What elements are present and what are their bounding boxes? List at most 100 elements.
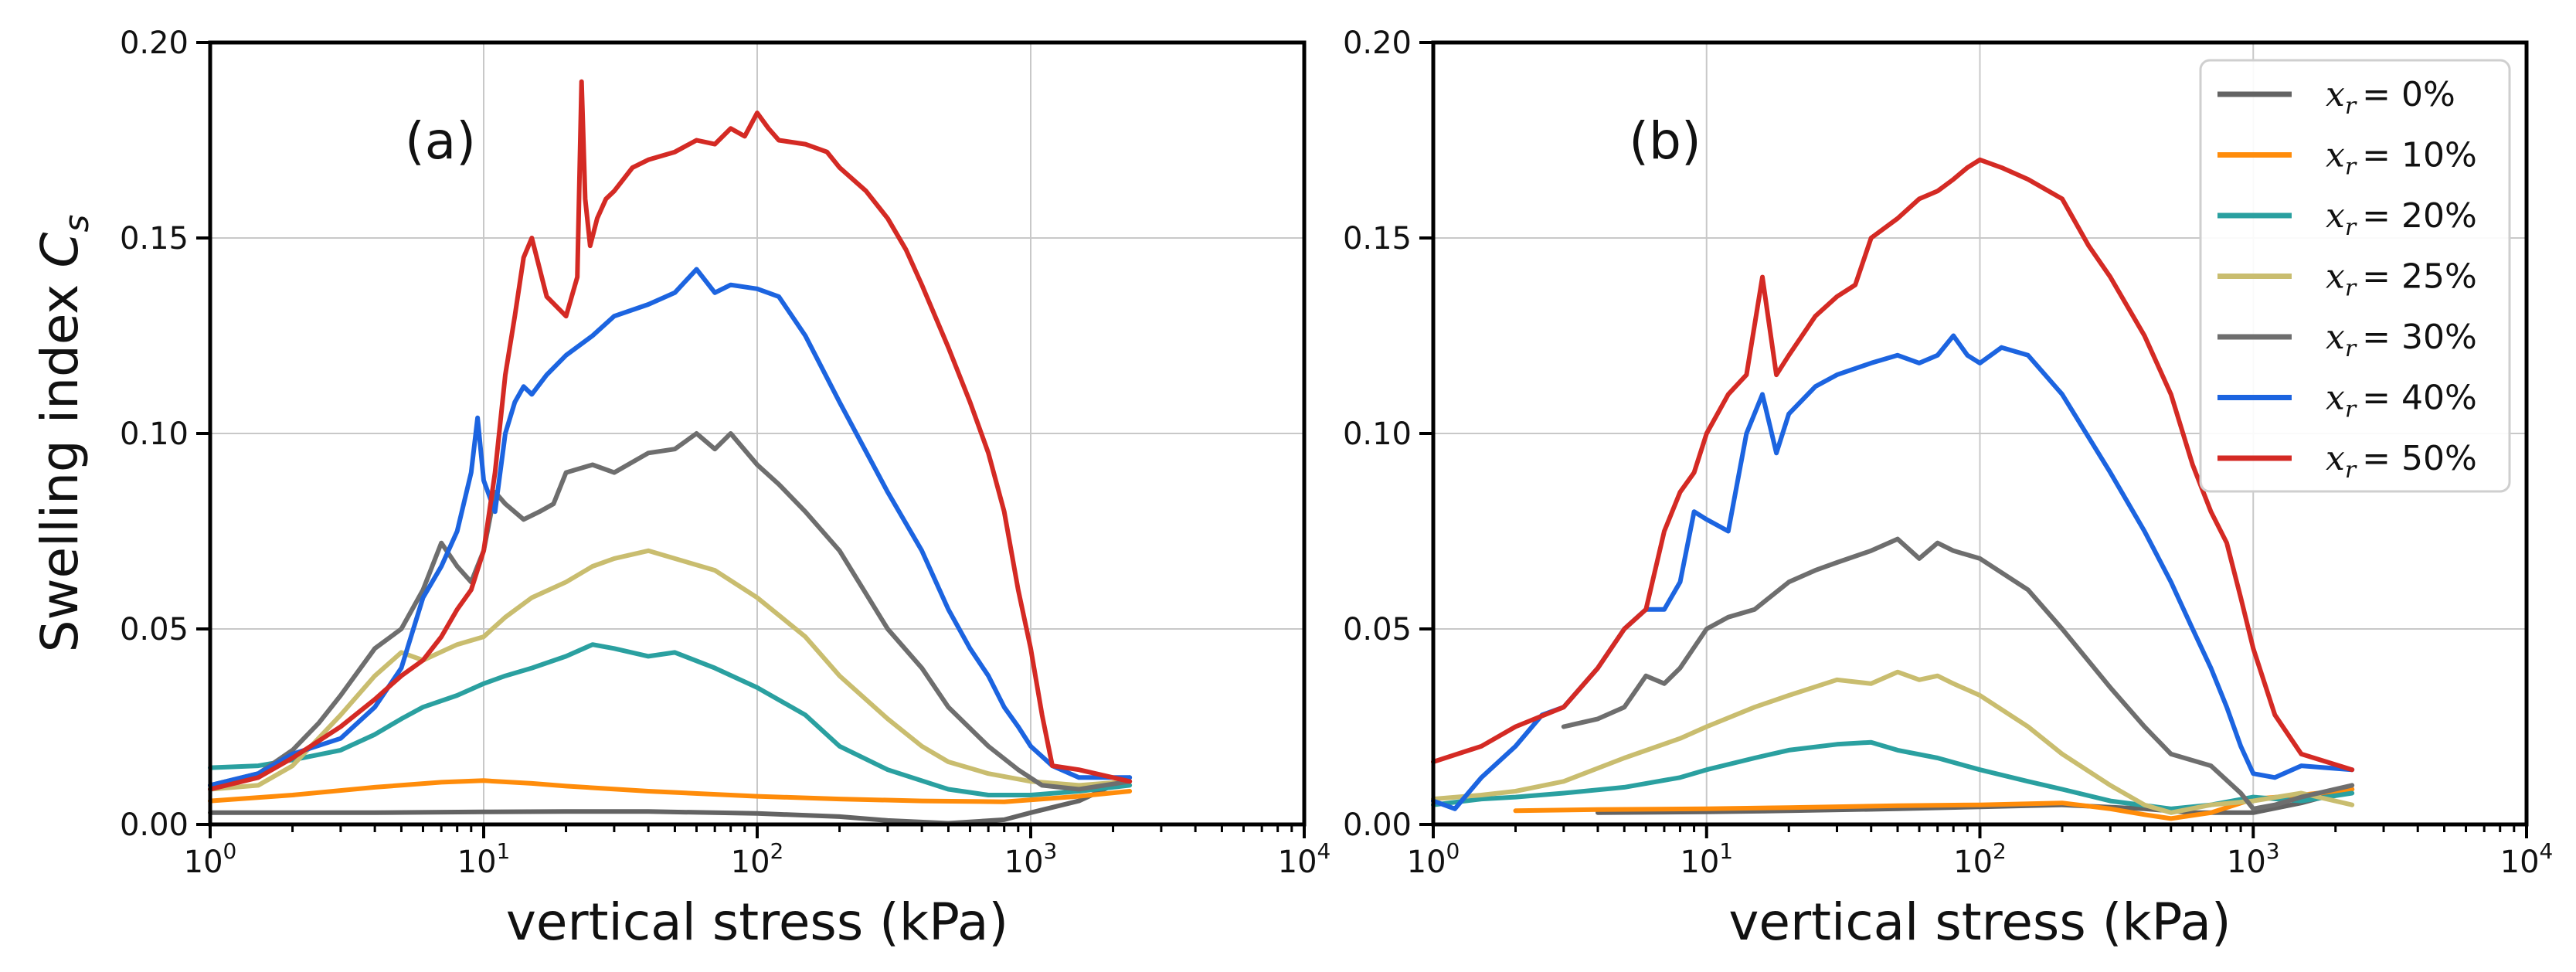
series-line-4 <box>1561 536 2355 811</box>
y-tick-label: 0.10 <box>1343 416 1412 452</box>
x-tick-exponent: 2 <box>1993 838 2007 864</box>
y-tick-label: 0.05 <box>120 612 189 647</box>
legend-item: xr = 25% <box>2217 257 2477 302</box>
legend-label: xr = 10% <box>2326 136 2477 181</box>
legend-label: xr = 50% <box>2326 439 2477 484</box>
x-tick-base: 10 <box>2500 845 2540 880</box>
legend-label: xr = 40% <box>2326 379 2477 423</box>
panel-label: (b) <box>1629 111 1701 171</box>
x-tick-base: 10 <box>1407 845 1446 880</box>
legend-symbol: x <box>2326 257 2345 297</box>
x-tick-label: 102 <box>731 838 784 880</box>
x-tick-label: 100 <box>184 838 237 880</box>
legend-box <box>2199 59 2511 493</box>
x-tick-base: 10 <box>457 845 497 880</box>
x-tick-base: 10 <box>1004 845 1044 880</box>
legend-subscript: r <box>2345 214 2357 241</box>
legend-item: xr = 30% <box>2217 318 2477 362</box>
series-line-2 <box>1431 739 2355 811</box>
x-tick-base: 10 <box>1278 845 1317 880</box>
y-tick-label: 0.00 <box>1343 807 1412 843</box>
series-group <box>1431 157 2355 821</box>
legend-symbol: x <box>2326 318 2345 357</box>
series-line-5 <box>208 267 1133 788</box>
series-line-6 <box>1431 157 2355 773</box>
x-tick-exponent: 2 <box>770 838 784 864</box>
x-tick-exponent: 4 <box>2540 838 2554 864</box>
y-axis-label-symbol: C <box>30 233 90 268</box>
x-tick-label: 101 <box>457 838 511 880</box>
legend-value: = 20% <box>2362 196 2477 236</box>
x-tick-label: 104 <box>2500 838 2554 880</box>
y-tick-label: 0.20 <box>1343 25 1412 61</box>
legend-label: xr = 0% <box>2326 75 2455 120</box>
legend-item: xr = 20% <box>2217 196 2477 241</box>
legend-symbol: x <box>2326 439 2345 478</box>
series-line-4 <box>208 431 1133 792</box>
series-line-3 <box>1431 669 2355 815</box>
x-tick-exponent: 4 <box>1317 838 1331 864</box>
x-tick-label: 102 <box>1953 838 2007 880</box>
x-tick-exponent: 1 <box>497 838 511 864</box>
y-tick-label: 0.20 <box>120 25 189 61</box>
x-tick-exponent: 0 <box>1446 838 1460 864</box>
x-tick-label: 104 <box>1278 838 1331 880</box>
x-axis-label: vertical stress (kPa) <box>506 892 1008 952</box>
x-tick-label: 100 <box>1407 838 1460 880</box>
legend-item: xr = 40% <box>2217 379 2477 423</box>
legend-item: xr = 50% <box>2217 439 2477 484</box>
legend-subscript: r <box>2345 154 2357 181</box>
x-tick-exponent: 3 <box>1044 838 1058 864</box>
series-line-6 <box>208 79 1133 792</box>
legend-value: = 25% <box>2362 257 2477 297</box>
x-tick-label: 103 <box>1004 838 1058 880</box>
legend-item: xr = 0% <box>2217 75 2455 120</box>
legend-symbol: x <box>2326 379 2345 418</box>
y-axis-label-subscript: s <box>57 215 97 233</box>
x-tick-label: 103 <box>2227 838 2280 880</box>
series-line-0 <box>208 775 1133 826</box>
y-axis-label-space <box>30 268 90 284</box>
y-tick-label: 0.00 <box>120 807 189 843</box>
legend-value: = 40% <box>2362 379 2477 418</box>
x-axis-label: vertical stress (kPa) <box>1728 892 2231 952</box>
legend-symbol: x <box>2326 136 2345 175</box>
legend-subscript: r <box>2345 457 2357 484</box>
x-tick-base: 10 <box>1680 845 1719 880</box>
x-tick-base: 10 <box>731 845 770 880</box>
legend-subscript: r <box>2345 335 2357 362</box>
x-tick-exponent: 3 <box>2266 838 2280 864</box>
legend-symbol: x <box>2326 196 2345 236</box>
x-tick-base: 10 <box>1953 845 1993 880</box>
y-tick-label: 0.15 <box>120 221 189 257</box>
series-line-3 <box>208 548 1133 792</box>
legend-label: xr = 30% <box>2326 318 2477 362</box>
series-group <box>208 79 1133 826</box>
series-line-1 <box>208 778 1133 804</box>
legend-value: = 30% <box>2362 318 2477 357</box>
x-tick-base: 10 <box>2227 845 2266 880</box>
legend-subscript: r <box>2345 93 2357 120</box>
legend-value: = 50% <box>2362 439 2477 478</box>
x-tick-exponent: 0 <box>223 838 237 864</box>
y-tick-label: 0.10 <box>120 416 189 452</box>
y-tick-label: 0.05 <box>1343 612 1412 647</box>
panel-b: 100 101 102 103 1040.000.050.100.150.20verti… <box>1343 25 2553 952</box>
panel-label: (a) <box>405 111 476 171</box>
y-tick-label: 0.15 <box>1343 221 1412 257</box>
legend-symbol: x <box>2326 75 2345 114</box>
legend-subscript: r <box>2345 275 2357 302</box>
legend-label: xr = 25% <box>2326 257 2477 302</box>
legend-value: = 10% <box>2362 136 2477 175</box>
legend: xr = 0%xr = 10%xr = 20%xr = 25%xr = 30%xr = 40… <box>2199 59 2511 493</box>
x-minor-ticks <box>291 824 1293 832</box>
x-tick-label: 101 <box>1680 838 1733 880</box>
panel-a: 100 101 102 103 1040.000.050.100.150.20verti… <box>30 25 1330 952</box>
x-tick-exponent: 1 <box>1719 838 1733 864</box>
y-axis-label-text: Swelling index <box>30 284 90 653</box>
series-line-2 <box>208 642 1133 797</box>
legend-value: = 0% <box>2362 75 2455 114</box>
legend-subscript: r <box>2345 396 2357 423</box>
y-axis-label: Swelling index Cs <box>30 215 97 653</box>
